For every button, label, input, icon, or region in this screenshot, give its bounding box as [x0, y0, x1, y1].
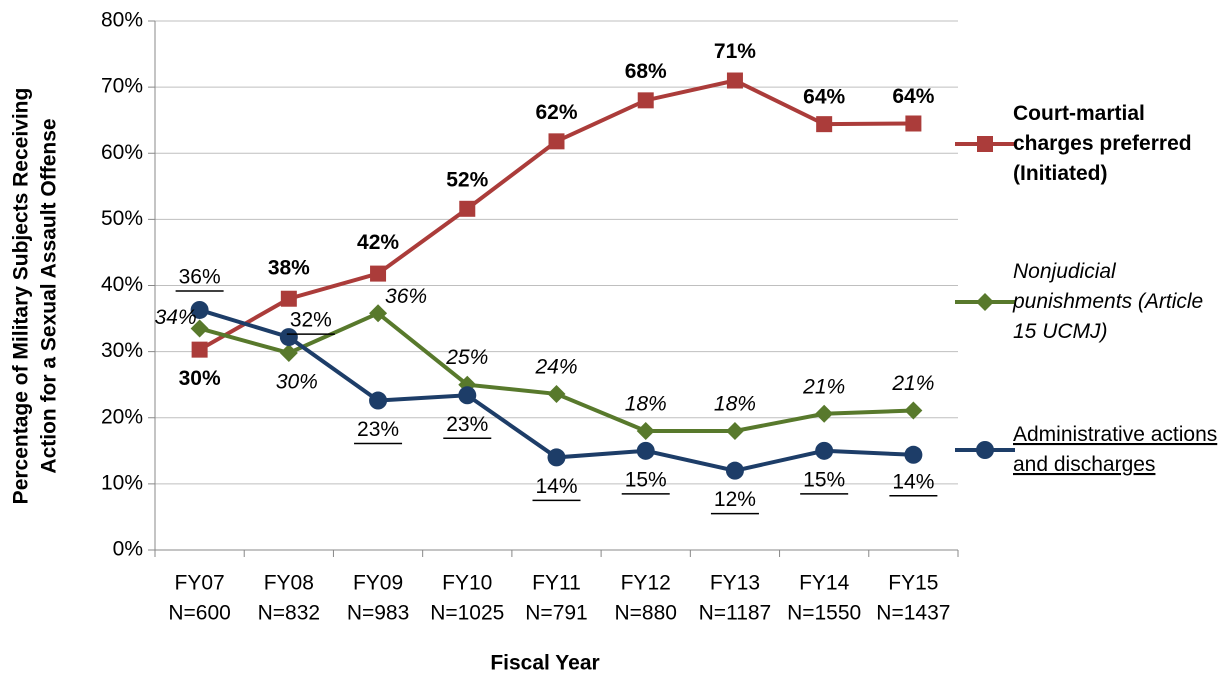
data-label: 71%	[714, 40, 756, 63]
x-tick-label: FY07	[175, 572, 225, 595]
y-tick-label: 10%	[101, 471, 143, 494]
marker	[725, 461, 744, 480]
x-tick-sublabel: N=983	[347, 602, 409, 625]
x-tick-label: FY11	[532, 572, 581, 595]
y-tick-label: 80%	[101, 9, 143, 32]
x-tick-sublabel: N=600	[168, 602, 230, 625]
x-tick-label: FY12	[621, 572, 671, 595]
data-label: 15%	[803, 468, 845, 491]
data-label: 38%	[268, 256, 310, 279]
x-tick-sublabel: N=791	[525, 602, 587, 625]
data-label: 64%	[803, 86, 845, 109]
marker	[458, 386, 477, 405]
data-label: 52%	[446, 168, 488, 191]
y-tick-label: 0%	[113, 538, 143, 561]
x-tick-label: FY09	[353, 572, 403, 595]
x-tick-sublabel: N=1025	[430, 602, 504, 625]
marker	[905, 115, 922, 132]
y-tick-label: 60%	[101, 141, 143, 164]
marker	[280, 290, 297, 307]
data-label: 23%	[357, 418, 399, 441]
marker	[815, 404, 834, 423]
data-label: 24%	[534, 355, 577, 378]
data-label: 36%	[385, 285, 427, 308]
data-label: 14%	[535, 475, 577, 498]
marker	[369, 304, 388, 323]
y-tick-label: 30%	[101, 339, 143, 362]
legend-label: Court-martial charges preferred (Initiated…	[1013, 102, 1192, 185]
data-label: 30%	[179, 367, 221, 390]
data-label: 68%	[625, 60, 667, 83]
marker	[190, 319, 209, 338]
marker	[815, 441, 834, 460]
marker	[636, 441, 655, 460]
data-label: 23%	[446, 413, 488, 436]
data-label: 32%	[290, 309, 332, 332]
x-tick-sublabel: N=1437	[876, 602, 950, 625]
marker	[279, 343, 298, 362]
marker	[637, 92, 654, 109]
legend-label: Administrative actions and discharges	[1013, 423, 1217, 476]
x-tick-sublabel: N=832	[258, 602, 320, 625]
legend-label: Nonjudicial punishments (Article 15 UCMJ)	[1012, 260, 1203, 343]
x-tick-sublabel: N=880	[614, 602, 676, 625]
data-label: 42%	[357, 231, 399, 254]
x-tick-label: FY13	[710, 572, 760, 595]
data-label: 34%	[155, 306, 197, 329]
legend-marker	[976, 441, 994, 459]
y-tick-label: 40%	[101, 273, 143, 296]
y-axis-title: Percentage of Military Subjects Receivin…	[10, 88, 33, 505]
data-label: 36%	[179, 266, 221, 289]
marker	[459, 200, 476, 217]
marker	[369, 391, 388, 410]
x-tick-label: FY15	[888, 572, 938, 595]
marker	[191, 341, 208, 358]
data-label: 64%	[892, 85, 934, 108]
data-label: 30%	[276, 370, 318, 393]
x-tick-sublabel: N=1187	[699, 602, 772, 625]
marker	[190, 300, 209, 319]
marker	[726, 72, 743, 89]
x-tick-label: FY14	[799, 572, 850, 595]
marker	[547, 448, 566, 467]
marker	[904, 445, 923, 464]
data-label: 62%	[535, 101, 577, 124]
x-tick-label: FY10	[442, 572, 492, 595]
marker	[816, 116, 833, 133]
legend-marker	[977, 136, 993, 152]
data-label: 21%	[891, 372, 934, 395]
data-label: 18%	[714, 393, 756, 416]
marker	[725, 421, 744, 440]
marker	[279, 328, 298, 347]
data-label: 12%	[714, 488, 756, 511]
marker	[370, 265, 387, 282]
y-tick-label: 20%	[101, 405, 143, 428]
data-label: 18%	[625, 393, 667, 416]
x-tick-label: FY08	[264, 572, 314, 595]
x-axis-title: Fiscal Year	[490, 652, 599, 675]
legend-marker	[976, 293, 994, 311]
x-tick-sublabel: N=1550	[787, 602, 861, 625]
marker	[548, 133, 565, 150]
data-label: 15%	[625, 468, 667, 491]
marker	[547, 384, 566, 403]
data-label: 25%	[445, 346, 488, 369]
y-tick-label: 50%	[101, 207, 143, 230]
y-tick-label: 70%	[101, 75, 143, 98]
marker	[904, 401, 923, 420]
marker	[636, 421, 655, 440]
data-label: 14%	[892, 470, 934, 493]
data-label: 21%	[802, 375, 845, 398]
y-axis-title: Action for a Sexual Assault Offense	[38, 118, 61, 473]
